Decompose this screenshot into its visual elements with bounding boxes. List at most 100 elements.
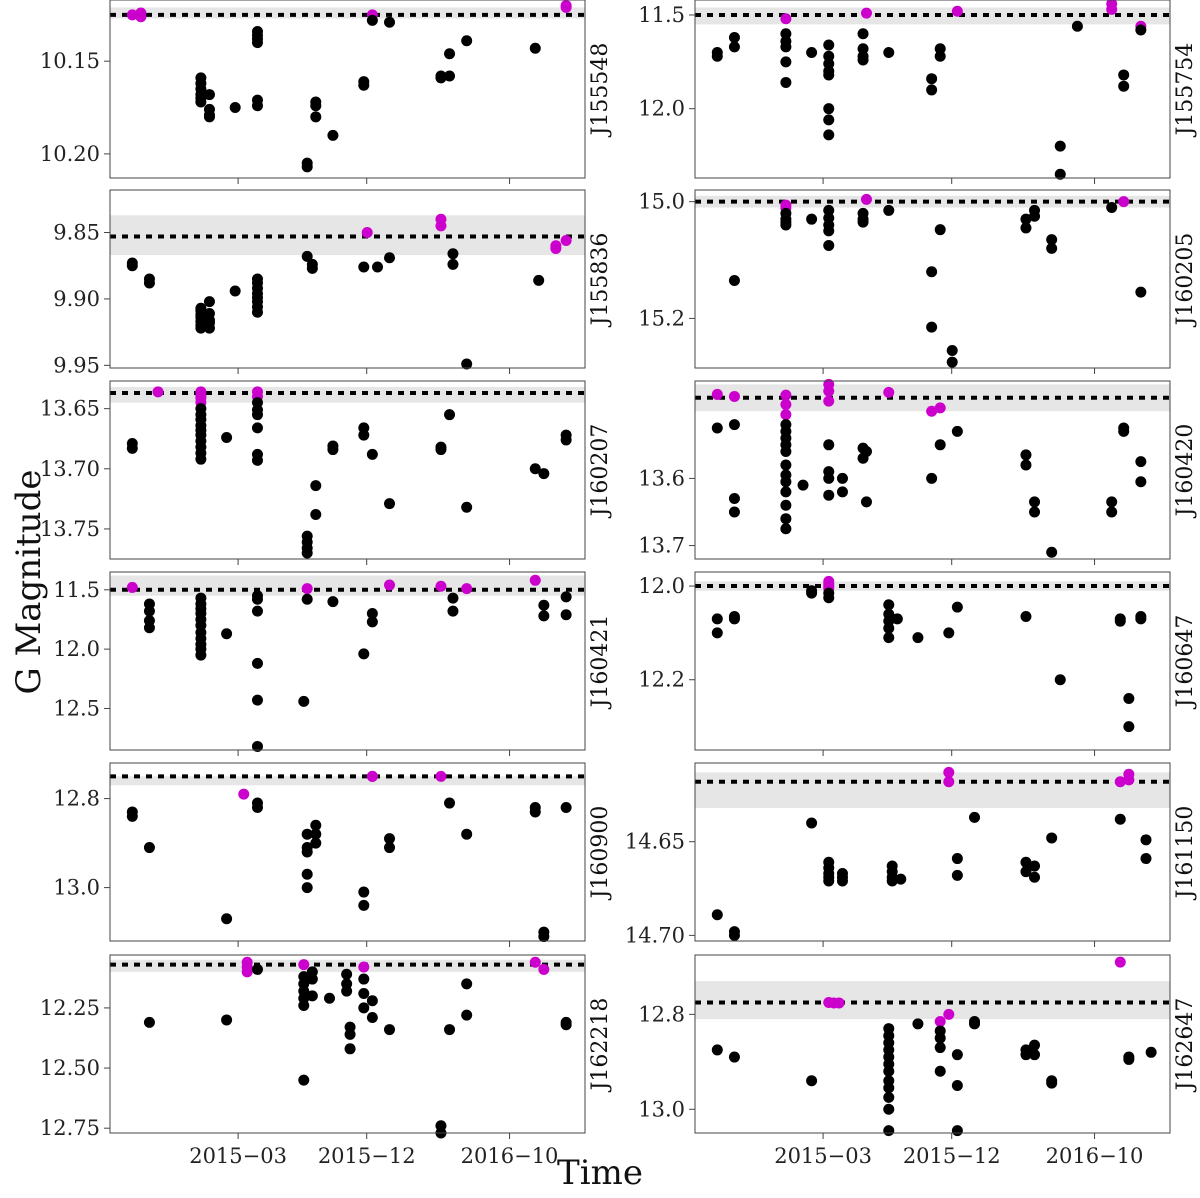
- data-point: [895, 873, 907, 885]
- data-point: [1020, 866, 1032, 878]
- data-point: [126, 442, 138, 454]
- data-point-highlight: [951, 5, 963, 17]
- panel-frame: [694, 380, 1171, 560]
- data-point: [384, 16, 396, 28]
- data-point: [560, 591, 572, 603]
- data-point: [934, 1065, 946, 1077]
- data-point: [1106, 506, 1118, 518]
- data-point: [444, 1024, 456, 1036]
- y-tick-label: 13.6: [638, 466, 685, 490]
- data-point-highlight: [435, 220, 447, 232]
- data-point: [1118, 80, 1130, 92]
- panel-frame: [694, 954, 1171, 1134]
- data-point: [366, 608, 378, 620]
- y-tick-label: 13.75: [40, 517, 100, 541]
- data-point-highlight: [241, 966, 253, 978]
- data-point: [444, 70, 456, 82]
- data-point-highlight: [298, 959, 310, 971]
- panel-j162218: 12.25 12.50 12.75 2015−03 2015−12 2016−10 J162…: [40, 954, 613, 1168]
- data-point: [711, 50, 723, 62]
- data-point: [143, 842, 155, 854]
- star-label: J162647: [1173, 998, 1198, 1093]
- data-point-highlight: [823, 385, 835, 397]
- data-point: [883, 632, 895, 644]
- panel-frame: [109, 189, 586, 369]
- data-point: [1118, 69, 1130, 81]
- data-point: [912, 632, 924, 644]
- data-point: [836, 486, 848, 498]
- data-point: [1046, 242, 1058, 254]
- data-point: [301, 828, 313, 840]
- data-point: [883, 1103, 895, 1115]
- data-point: [780, 486, 792, 498]
- data-point: [435, 72, 447, 84]
- baseline-band: [110, 959, 585, 972]
- data-point-highlight: [435, 580, 447, 592]
- data-point: [251, 694, 263, 706]
- baseline-band: [110, 387, 585, 403]
- data-point: [301, 593, 313, 605]
- data-point-highlight: [550, 240, 562, 252]
- data-point: [883, 204, 895, 216]
- data-point-highlight: [538, 963, 550, 975]
- data-point: [780, 476, 792, 488]
- data-point: [806, 46, 818, 58]
- data-point: [711, 627, 723, 639]
- y-tick-label: 13.0: [638, 1097, 685, 1121]
- y-tick-label: 11.5: [638, 3, 685, 27]
- panel-j161150: 14.65 14.70 J161150: [625, 762, 1198, 947]
- data-point: [435, 444, 447, 456]
- data-point: [806, 1075, 818, 1087]
- data-point: [780, 523, 792, 535]
- star-label: J160205: [1173, 233, 1198, 328]
- data-point-highlight: [883, 386, 895, 398]
- data-point: [951, 869, 963, 881]
- data-point: [823, 472, 835, 484]
- y-tick-label: 13.65: [40, 397, 100, 421]
- data-point: [823, 103, 835, 115]
- data-point: [943, 627, 955, 639]
- data-point: [1135, 613, 1147, 625]
- data-point: [1020, 611, 1032, 622]
- data-point: [934, 50, 946, 62]
- baseline-band: [110, 575, 585, 596]
- data-point: [946, 344, 958, 356]
- y-tick-label: 10.15: [40, 49, 100, 73]
- baseline-band: [110, 7, 585, 19]
- data-point: [951, 1125, 963, 1137]
- data-point: [143, 277, 155, 289]
- data-point: [1029, 1039, 1041, 1051]
- data-point: [310, 480, 322, 492]
- data-point: [728, 41, 740, 53]
- data-point: [926, 84, 938, 96]
- data-point: [823, 439, 835, 451]
- data-point: [358, 429, 370, 441]
- data-point: [780, 56, 792, 68]
- data-point: [1046, 1077, 1058, 1089]
- y-tick-label: 10.20: [40, 142, 100, 166]
- data-point: [251, 963, 263, 975]
- data-point-highlight: [126, 9, 138, 21]
- data-point: [298, 1074, 310, 1086]
- data-point: [1020, 856, 1032, 868]
- data-point: [857, 28, 869, 40]
- data-point: [780, 219, 792, 231]
- data-point: [728, 929, 740, 941]
- panel-j160900: 12.8 13.0 J160900: [53, 762, 613, 947]
- data-point: [823, 69, 835, 81]
- data-point-highlight: [860, 193, 872, 205]
- data-point: [934, 224, 946, 236]
- data-point-highlight: [560, 0, 572, 12]
- data-point: [891, 613, 903, 625]
- data-point: [711, 613, 723, 625]
- data-point: [951, 1049, 963, 1061]
- data-point-highlight: [238, 788, 250, 800]
- y-tick-label: 12.50: [40, 1056, 100, 1080]
- data-point: [358, 648, 370, 660]
- data-point: [301, 161, 313, 173]
- data-point: [823, 114, 835, 126]
- data-point: [366, 995, 378, 1007]
- data-point: [780, 459, 792, 471]
- y-tick-label: 13.70: [40, 457, 100, 481]
- data-point: [934, 439, 946, 451]
